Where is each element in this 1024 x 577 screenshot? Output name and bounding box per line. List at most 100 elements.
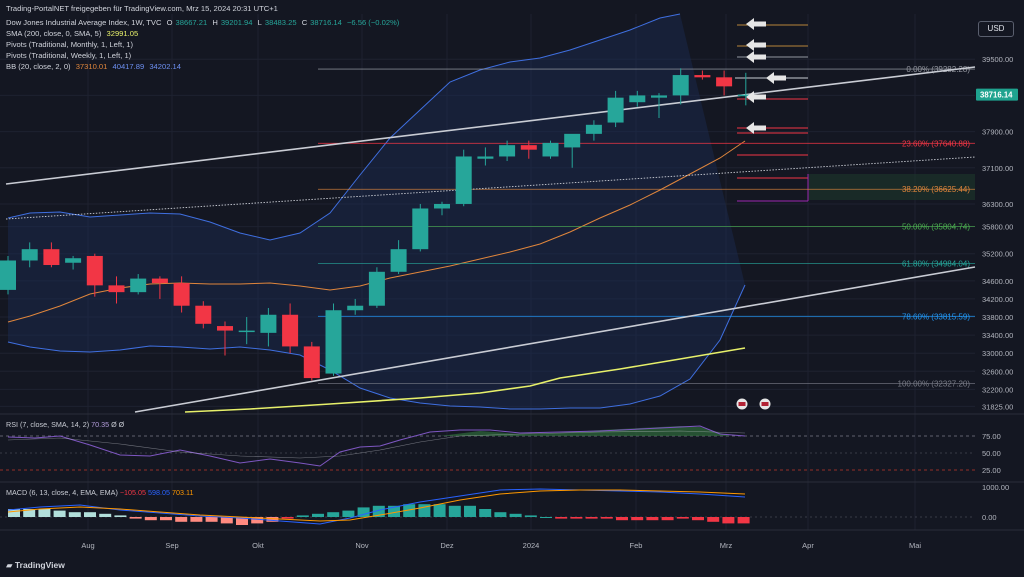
macd-value-line: 598.05: [148, 488, 171, 497]
candle-body: [195, 305, 212, 324]
candle-body: [43, 249, 60, 266]
price-tick-label: 31825.00: [982, 402, 1013, 411]
candle-body: [21, 249, 38, 261]
price-tick-label: 34200.00: [982, 295, 1013, 304]
candle-body: [173, 283, 190, 306]
indicator-sma[interactable]: SMA (200, close, 0, SMA, 5) 32991.05: [6, 29, 141, 39]
time-tick-label: 2024: [523, 541, 540, 550]
macd-signal-line: [7, 489, 746, 522]
upper-trendline: [5, 66, 976, 185]
candle-body: [238, 330, 255, 333]
macd-pane[interactable]: 1000.00 0.00: [0, 483, 1009, 525]
indicator-label: BB (20, close, 2, 0): [6, 62, 71, 71]
macd-legend[interactable]: MACD (6, 13, close, 4, EMA, EMA) −105.05…: [6, 488, 193, 497]
indicator-bb[interactable]: BB (20, close, 2, 0) 37310.01 40417.89 3…: [6, 62, 184, 72]
fib-level-label: 23.60% (37640.88): [902, 139, 970, 148]
price-axis[interactable]: 39500.0038700.0037900.0037100.0036300.00…: [976, 55, 1018, 411]
macd-histogram-bar: [327, 512, 340, 517]
time-tick-label: Mai: [909, 541, 921, 550]
macd-histogram-bar: [84, 512, 96, 517]
rsi-legend[interactable]: RSI (7, close, SMA, 14, 2) 70.35 Ø Ø: [6, 420, 124, 429]
tv-brand-text: TradingView: [14, 560, 65, 570]
price-tick-label: 35800.00: [982, 223, 1013, 232]
macd-histogram-bar: [23, 509, 36, 517]
candlesticks: [0, 68, 754, 381]
bb-fill: [8, 14, 745, 409]
fib-level-label: 38.20% (36625.44): [902, 185, 970, 194]
macd-histogram-bar: [236, 517, 248, 525]
shared-by-line: Trading-PortalNET freigegeben für Tradin…: [6, 4, 278, 13]
ohlc-close: 38716.14: [310, 18, 342, 27]
macd-histogram-bar: [372, 505, 385, 517]
indicator-value: 37310.01: [75, 62, 108, 71]
rsi-tick-label: 50.00: [982, 449, 1001, 458]
macd-histogram-bar: [357, 507, 370, 517]
rsi-tick-label: 75.00: [982, 432, 1001, 441]
macd-histogram-bar: [68, 512, 81, 517]
tv-logo-icon: ▰: [6, 560, 13, 570]
candle-body: [737, 94, 754, 97]
time-axis[interactable]: Aug Sep Okt Nov Dez 2024 Feb Mrz Apr Mai: [81, 541, 921, 550]
macd-histogram-bar: [631, 517, 644, 521]
macd-histogram-bar: [53, 510, 66, 517]
candle-body: [607, 97, 624, 123]
macd-histogram-bar: [479, 509, 492, 517]
macd-histogram-bar: [464, 505, 476, 517]
macd-line: [7, 488, 746, 525]
candle-body: [651, 95, 667, 98]
macd-histogram-bar: [114, 515, 127, 517]
indicator-pivots-monthly[interactable]: Pivots (Traditional, Monthly, 1, Left, 1…: [6, 40, 136, 50]
macd-histogram-bar: [661, 517, 674, 521]
macd-tick-label: 1000.00: [982, 483, 1009, 492]
macd-histogram-bar: [585, 517, 598, 519]
symbol-legend[interactable]: Dow Jones Industrial Average Index, 1W, …: [6, 18, 402, 28]
price-tick-label: 39500.00: [982, 55, 1013, 64]
indicator-value: 34202.14: [149, 62, 182, 71]
currency-button[interactable]: USD: [978, 21, 1014, 37]
ohlc-high: 39201.94: [220, 18, 253, 27]
macd-histogram-bar: [540, 517, 552, 518]
indicator-label: Pivots (Traditional, Weekly, 1, Left, 1): [6, 51, 132, 60]
candle-body: [260, 314, 277, 333]
macd-histogram-bar: [175, 517, 188, 522]
time-tick-label: Okt: [252, 541, 265, 550]
ohlc-open: 38667.21: [175, 18, 208, 27]
time-tick-label: Feb: [630, 541, 643, 550]
macd-histogram-bar: [296, 515, 309, 517]
tradingview-logo[interactable]: ▰ TradingView: [6, 560, 65, 571]
last-price-text: 38716.14: [980, 91, 1013, 100]
macd-histogram-bar: [692, 517, 704, 521]
indicator-label: Pivots (Traditional, Monthly, 1, Left, 1…: [6, 40, 134, 49]
candle-body: [520, 145, 537, 150]
price-tick-label: 33400.00: [982, 331, 1013, 340]
rsi-pane[interactable]: 75.00 50.00 25.00: [0, 425, 1001, 475]
candle-body: [629, 95, 646, 103]
time-tick-label: Apr: [802, 541, 814, 550]
fib-level-label: 61.80% (34984.04): [902, 259, 970, 268]
macd-histogram-bar: [570, 517, 583, 519]
ohlc-high-label: H: [212, 18, 218, 27]
price-tick-label: 32200.00: [982, 385, 1013, 394]
macd-histogram-bar: [600, 517, 613, 519]
rsi-value: 70.35: [91, 420, 110, 429]
candle-body: [390, 249, 407, 272]
macd-histogram-bar: [722, 517, 735, 524]
rsi-label: RSI (7, close, SMA, 14, 2): [6, 420, 90, 429]
pivot-arrows: [736, 18, 786, 410]
macd-histogram-bar: [205, 517, 218, 522]
fib-level-label: 50.00% (35804.74): [902, 222, 970, 231]
candle-body: [585, 124, 602, 134]
macd-histogram-bar: [676, 517, 689, 519]
time-tick-label: Dez: [440, 541, 454, 550]
candle-body: [499, 145, 516, 157]
price-tick-label: 35200.00: [982, 250, 1013, 259]
macd-histogram-bar: [144, 517, 157, 521]
candle-body: [477, 156, 494, 159]
candle-body: [151, 278, 168, 284]
fib-level-label: 100.00% (32327.20): [898, 380, 971, 389]
rsi-extra: Ø Ø: [111, 420, 125, 429]
macd-histogram-bar: [646, 517, 659, 521]
fib-level-label: 78.60% (33815.59): [902, 312, 970, 321]
indicator-pivots-weekly[interactable]: Pivots (Traditional, Weekly, 1, Left, 1): [6, 51, 134, 61]
